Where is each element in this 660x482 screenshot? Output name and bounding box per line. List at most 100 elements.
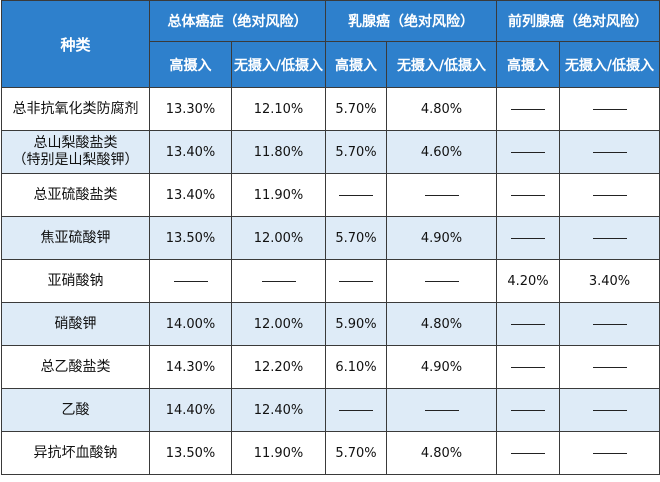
cell-value <box>559 302 660 346</box>
dash-mark <box>173 280 208 282</box>
cell-value: 5.70% <box>325 130 387 174</box>
cell-value <box>496 216 560 260</box>
table-row: 焦亚硫酸钾 13.50% 12.00% 5.70% 4.90% <box>1 216 660 260</box>
cell-value: 5.70% <box>325 87 387 131</box>
row-name: 总非抗氧化类防腐剂 <box>1 87 150 131</box>
cell-value <box>496 345 560 389</box>
dash-mark <box>511 237 545 239</box>
cell-value: 3.40% <box>559 259 660 303</box>
cell-value: 6.10% <box>325 345 387 389</box>
table-row: 总乙酸盐类 14.30% 12.20% 6.10% 4.90% <box>1 345 660 389</box>
table-row: 乙酸 14.40% 12.40% <box>1 388 660 432</box>
cell-value: 4.90% <box>386 345 497 389</box>
cell-value: 4.20% <box>496 259 560 303</box>
dash-mark <box>339 280 373 282</box>
row-name: 亚硝酸钠 <box>1 259 150 303</box>
cell-value: 12.20% <box>231 345 326 389</box>
dash-mark <box>592 323 627 325</box>
cell-value <box>496 130 560 174</box>
table-row: 总山梨酸盐类 （特别是山梨酸钾） 13.40% 11.80% 5.70% 4.60% <box>1 130 660 174</box>
cell-value <box>149 259 232 303</box>
cell-value <box>559 388 660 432</box>
row-name: 总亚硫酸盐类 <box>1 173 150 217</box>
cell-value: 4.90% <box>386 216 497 260</box>
cell-value: 11.80% <box>231 130 326 174</box>
dash-mark <box>424 194 459 196</box>
dash-mark <box>339 194 373 196</box>
row-name: 硝酸钾 <box>1 302 150 346</box>
dash-mark <box>592 151 627 153</box>
header-high-intake: 高摄入 <box>496 41 560 88</box>
header-low-intake: 无摄入/低摄入 <box>231 41 326 88</box>
cell-value <box>325 388 387 432</box>
cell-value <box>496 173 560 217</box>
row-name: 异抗坏血酸钠 <box>1 431 150 475</box>
cell-value <box>386 259 497 303</box>
header-high-intake: 高摄入 <box>149 41 232 88</box>
header-breast-cancer: 乳腺癌（绝对风险） <box>325 0 497 42</box>
table-row: 总非抗氧化类防腐剂 13.30% 12.10% 5.70% 4.80% <box>1 87 660 131</box>
cell-value <box>325 173 387 217</box>
cell-value: 13.50% <box>149 216 232 260</box>
table-row: 异抗坏血酸钠 13.50% 11.90% 5.70% 4.80% <box>1 431 660 475</box>
cell-value: 5.90% <box>325 302 387 346</box>
cell-value: 11.90% <box>231 173 326 217</box>
cell-value: 12.10% <box>231 87 326 131</box>
cell-value <box>325 259 387 303</box>
cell-value: 14.00% <box>149 302 232 346</box>
dash-mark <box>511 108 545 110</box>
row-name: 总乙酸盐类 <box>1 345 150 389</box>
cell-value: 13.40% <box>149 130 232 174</box>
cell-value <box>559 87 660 131</box>
cell-value: 13.50% <box>149 431 232 475</box>
header-high-intake: 高摄入 <box>325 41 387 88</box>
row-name: 总山梨酸盐类 （特别是山梨酸钾） <box>1 130 150 174</box>
cell-value: 13.30% <box>149 87 232 131</box>
cell-value <box>496 87 560 131</box>
cell-value: 14.30% <box>149 345 232 389</box>
cell-value <box>496 302 560 346</box>
row-name: 焦亚硫酸钾 <box>1 216 150 260</box>
dash-mark <box>592 409 627 411</box>
cell-value <box>559 173 660 217</box>
header-prostate-cancer: 前列腺癌（绝对风险） <box>496 0 660 42</box>
dash-mark <box>511 409 545 411</box>
cell-value: 4.80% <box>386 302 497 346</box>
dash-mark <box>592 237 627 239</box>
cell-value: 11.90% <box>231 431 326 475</box>
cell-value: 13.40% <box>149 173 232 217</box>
cell-value: 12.00% <box>231 302 326 346</box>
cell-value: 14.40% <box>149 388 232 432</box>
cell-value <box>559 431 660 475</box>
cell-value <box>559 345 660 389</box>
cell-value: 12.00% <box>231 216 326 260</box>
dash-mark <box>511 323 545 325</box>
cell-value <box>559 130 660 174</box>
dash-mark <box>424 409 459 411</box>
dash-mark <box>592 366 627 368</box>
header-low-intake: 无摄入/低摄入 <box>559 41 660 88</box>
dash-mark <box>592 108 627 110</box>
table-row: 总亚硫酸盐类 13.40% 11.90% <box>1 173 660 217</box>
dash-mark <box>424 280 459 282</box>
table-row: 亚硝酸钠 4.20% 3.40% <box>1 259 660 303</box>
cell-value: 4.60% <box>386 130 497 174</box>
cell-value: 5.70% <box>325 431 387 475</box>
header-kind: 种类 <box>1 0 150 88</box>
cell-value: 4.80% <box>386 87 497 131</box>
cell-value <box>496 388 560 432</box>
cell-value: 5.70% <box>325 216 387 260</box>
row-name: 乙酸 <box>1 388 150 432</box>
dash-mark <box>261 280 296 282</box>
dash-mark <box>511 151 545 153</box>
dash-mark <box>511 452 545 454</box>
dash-mark <box>339 409 373 411</box>
dash-mark <box>511 366 545 368</box>
cell-value <box>496 431 560 475</box>
table-body: 总非抗氧化类防腐剂 13.30% 12.10% 5.70% 4.80% 总山梨酸盐类 （特别… <box>1 87 660 475</box>
dash-mark <box>592 194 627 196</box>
table-row: 硝酸钾 14.00% 12.00% 5.90% 4.80% <box>1 302 660 346</box>
header-overall-cancer: 总体癌症（绝对风险） <box>149 0 326 42</box>
cell-value: 4.80% <box>386 431 497 475</box>
